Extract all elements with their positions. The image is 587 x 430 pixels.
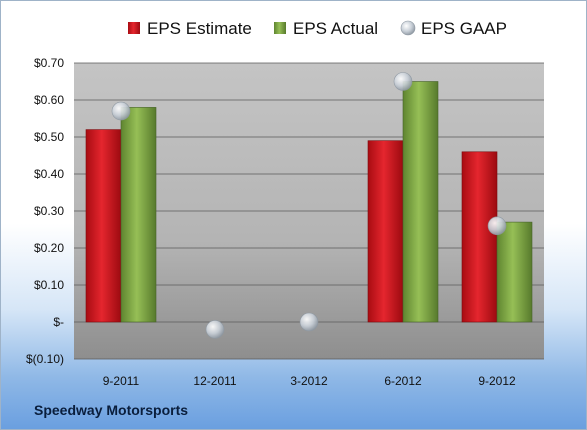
bar-eps-actual <box>120 107 157 323</box>
x-tick-label: 12-2011 <box>193 374 236 388</box>
legend-label: EPS Estimate <box>147 19 252 38</box>
legend-label: EPS GAAP <box>421 19 507 38</box>
y-tick-label: $0.20 <box>34 241 64 255</box>
bar-eps-estimate <box>461 151 498 323</box>
legend-swatch <box>128 22 140 34</box>
y-tick-label: $- <box>53 315 64 329</box>
bar-eps-actual <box>496 221 533 323</box>
legend-item-eps-actual: EPS Actual <box>274 19 378 38</box>
marker-eps-gaap <box>205 320 225 339</box>
y-tick-label: $0.10 <box>34 278 64 292</box>
legend-swatch <box>400 20 416 36</box>
x-tick-label: 3-2012 <box>290 374 328 388</box>
legend-swatch <box>274 22 286 34</box>
y-tick-label: $0.40 <box>34 167 64 181</box>
legend: EPS Estimate EPS Actual EPS GAAP <box>128 19 507 38</box>
marker-eps-gaap <box>299 312 319 332</box>
y-tick-label: $0.30 <box>34 204 64 218</box>
y-tick-label: $0.50 <box>34 130 64 144</box>
y-tick-label: $(0.10) <box>26 352 64 366</box>
x-tick-label: 9-2011 <box>103 374 140 388</box>
marker-eps-gaap <box>393 72 413 91</box>
x-tick-label: 6-2012 <box>384 374 422 388</box>
x-tick-label: 9-2012 <box>478 374 516 388</box>
bar-eps-actual <box>402 81 439 323</box>
y-tick-label: $0.60 <box>34 93 64 107</box>
bar-eps-estimate <box>85 129 122 323</box>
bar-eps-estimate <box>367 140 404 323</box>
legend-item-eps-estimate: EPS Estimate <box>128 19 252 38</box>
marker-eps-gaap <box>111 101 131 121</box>
company-name: Speedway Motorsports <box>34 402 189 418</box>
legend-label: EPS Actual <box>293 19 378 38</box>
legend-item-eps-gaap: EPS GAAP <box>400 19 507 38</box>
marker-eps-gaap <box>487 216 507 236</box>
y-tick-label: $0.70 <box>34 56 64 70</box>
